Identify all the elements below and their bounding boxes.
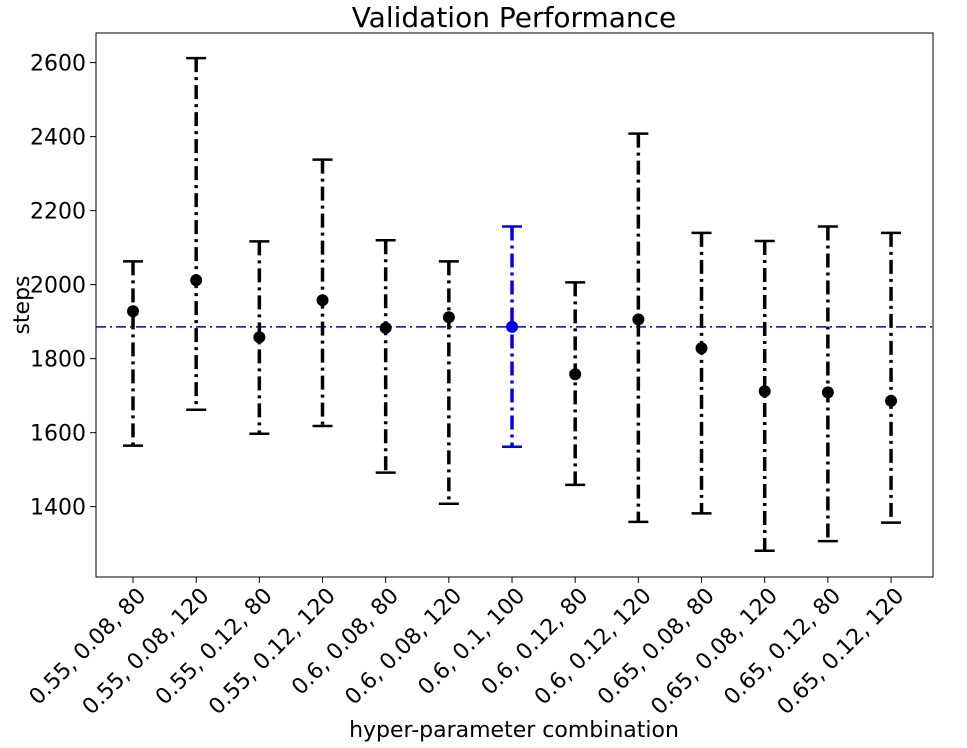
error-bar-group [249,240,270,436]
error-bar-group [375,238,396,474]
error-bar-group [502,225,523,448]
mean-point [316,294,329,307]
error-bar-group [691,231,712,515]
mean-point [190,274,203,287]
mean-point [442,311,455,324]
mean-point [821,386,834,399]
y-tick-label: 2200 [30,200,86,225]
chart-marks [96,56,933,552]
mean-point [758,385,771,398]
plot-area [95,32,934,578]
mean-point [632,313,645,326]
mean-point [695,342,708,355]
error-bar-group [817,225,838,543]
mean-point [885,394,898,407]
y-tick-label: 1600 [30,422,86,447]
error-bar-group [881,231,902,524]
error-bar-group [438,260,459,505]
y-tick-label: 2000 [30,274,86,299]
mean-point [253,331,266,344]
y-tick-label: 1400 [30,496,86,521]
chart-title: Validation Performance [352,1,677,34]
mean-point [379,321,392,334]
x-axis-label: hyper-parameter combination [349,718,679,743]
error-bar-group [186,56,207,411]
y-axis: 1400 1600 1800 2000 2200 2400 2600 [30,52,96,521]
mean-point [506,320,519,333]
error-bar-group [628,132,649,524]
y-axis-label: steps [10,275,35,334]
error-bar-group [312,158,333,428]
y-tick-label: 2400 [30,126,86,151]
y-tick-label: 2600 [30,52,86,77]
error-bar-group [565,281,586,487]
mean-point [569,368,582,381]
y-tick-label: 1800 [30,348,86,373]
error-bar-group [754,239,775,552]
mean-point [127,305,139,318]
error-bar-group [123,260,143,447]
